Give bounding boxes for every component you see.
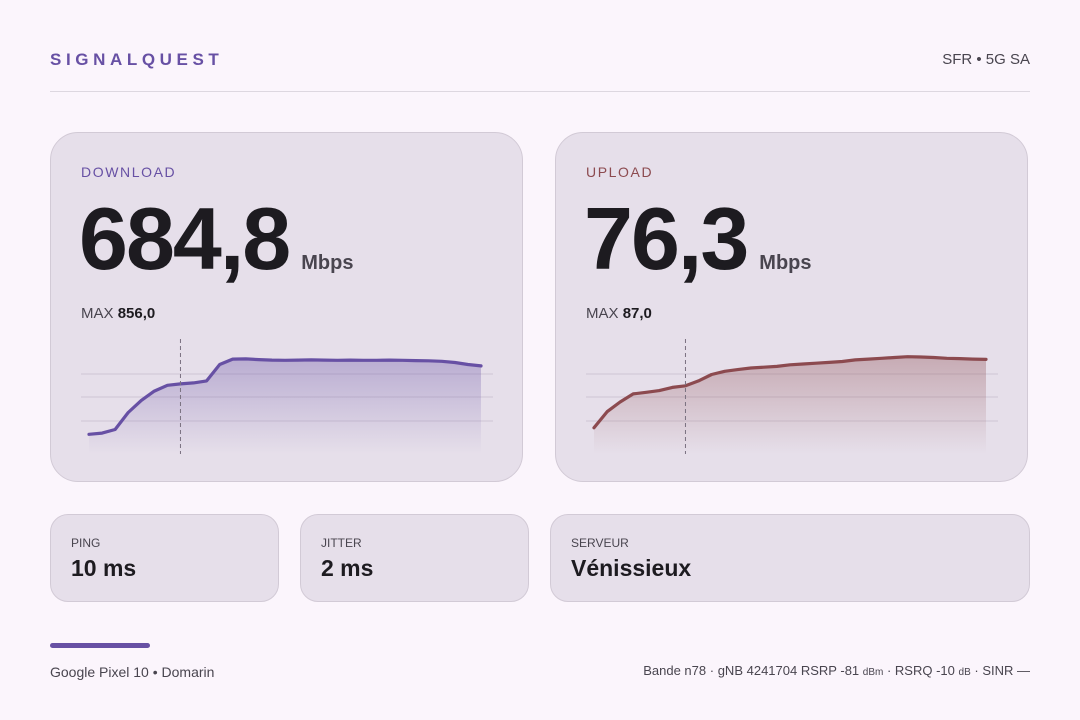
download-chart [81, 339, 493, 454]
upload-max: MAX 87,0 [586, 305, 652, 322]
download-speed: 684,8 Mbps [79, 195, 353, 283]
upload-unit: Mbps [759, 252, 812, 274]
header-divider [50, 91, 1030, 92]
device-info: Google Pixel 10 • Domarin [50, 664, 215, 680]
upload-chart-area [594, 356, 986, 454]
rsrq-value: -10 [936, 663, 955, 678]
sinr-value: — [1017, 663, 1030, 678]
band-info: Bande n78 [643, 663, 707, 678]
download-chart-area [89, 358, 481, 454]
rsrq-label: RSRQ [894, 663, 933, 678]
server-label: SERVEUR [571, 536, 629, 550]
upload-chart-series-line [592, 355, 988, 430]
upload-max-label: MAX [586, 305, 619, 322]
download-label: DOWNLOAD [81, 164, 177, 180]
network-info: SFR • 5G SA [942, 51, 1030, 68]
upload-speed: 76,3 Mbps [584, 195, 812, 283]
jitter-value: 2 ms [321, 555, 374, 581]
sinr-label: SINR [982, 663, 1014, 678]
upload-card: UPLOAD 76,3 Mbps MAX 87,0 [555, 132, 1028, 482]
upload-max-value: 87,0 [622, 305, 652, 322]
upload-value: 76,3 [584, 189, 749, 288]
ping-card: PING 10 ms [50, 514, 279, 602]
app-brand: SIGNALQUEST [50, 50, 224, 69]
jitter-label: JITTER [321, 536, 362, 550]
ping-label: PING [71, 536, 101, 550]
rsrp-label: RSRP [800, 663, 837, 678]
accent-bar [50, 643, 150, 648]
download-unit: Mbps [301, 252, 354, 274]
download-max-label: MAX [81, 305, 114, 322]
gnb-info: gNB 4241704 [717, 663, 798, 678]
jitter-card: JITTER 2 ms [300, 514, 529, 602]
server-value: Vénissieux [571, 555, 692, 581]
rsrp-value: -81 [840, 663, 860, 678]
rsrp-unit: dBm [862, 667, 884, 678]
cell-info: Bande n78 · gNB 4241704 RSRP -81 dBm · R… [643, 663, 1030, 678]
ping-value: 10 ms [71, 555, 137, 581]
download-chart-series-line [87, 357, 483, 436]
download-value: 684,8 [79, 189, 291, 288]
download-max-value: 856,0 [117, 305, 156, 322]
rsrq-unit: dB [958, 667, 971, 678]
download-card: DOWNLOAD 684,8 Mbps MAX 856,0 [50, 132, 523, 482]
upload-label: UPLOAD [586, 164, 654, 180]
server-card: SERVEUR Vénissieux [550, 514, 1030, 602]
upload-chart [586, 339, 998, 454]
download-max: MAX 856,0 [81, 305, 155, 322]
